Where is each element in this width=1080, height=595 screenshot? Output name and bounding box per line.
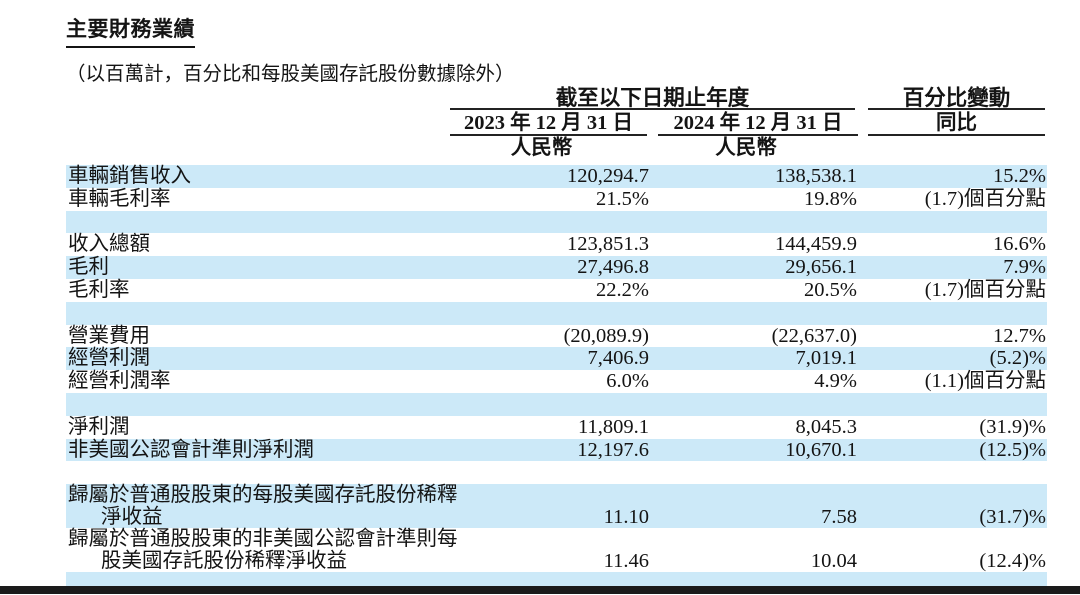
table-row xyxy=(66,210,1047,234)
header-gap xyxy=(647,111,658,136)
value-2024: 4.9% xyxy=(814,370,857,393)
row-label: 車輛毛利率 xyxy=(68,187,171,210)
header-currency-row: 人民幣 人民幣 xyxy=(66,137,1047,161)
header-currency-2023: 人民幣 xyxy=(510,137,573,159)
value-2024: 10.04 xyxy=(810,550,857,573)
table-row: 毛利率 22.2% 20.5% (1.7)個百分點 xyxy=(66,279,1047,302)
value-2023: 22.2% xyxy=(596,278,649,301)
units-note: （以百萬計，百分比和每股美國存託股份數據除外） xyxy=(66,64,515,85)
table-row: 非美國公認會計準則淨利潤 12,197.6 10,670.1 (12.5)% xyxy=(66,438,1047,462)
row-label: 經營利潤 xyxy=(68,347,150,370)
value-yoy: 7.9% xyxy=(1003,256,1046,279)
header-group-row: 截至以下日期止年度 百分比變動 xyxy=(66,86,1047,110)
header-pct-change-group: 百分比變動 xyxy=(868,86,1045,110)
row-label: 歸屬於普通股股東的非美國公認會計準則每 股美國存託股份稀釋淨收益 xyxy=(68,528,458,573)
screen-bottom-edge-bar xyxy=(0,586,1080,594)
table-row: 收入總額 123,851.3 144,459.9 16.6% xyxy=(66,233,1047,256)
value-2024: 144,459.9 xyxy=(775,233,857,256)
value-yoy: (12.4)% xyxy=(979,550,1046,573)
table-row: 車輛毛利率 21.5% 19.8% (1.7)個百分點 xyxy=(66,188,1047,211)
table-body: 車輛銷售收入 120,294.7 138,538.1 15.2% 車輛毛利率 2… xyxy=(66,165,1047,587)
table-header: 截至以下日期止年度 百分比變動 2023 年 12 月 31 日 2024 年 … xyxy=(66,86,1047,161)
value-yoy: (1.1)個百分點 xyxy=(924,370,1046,393)
header-gap xyxy=(855,86,868,110)
value-2024: 29,656.1 xyxy=(785,256,857,279)
page-title: 主要財務業績 xyxy=(66,13,195,48)
table-row: 車輛銷售收入 120,294.7 138,538.1 15.2% xyxy=(66,165,1047,188)
value-yoy: (31.7)% xyxy=(979,506,1046,529)
row-label: 歸屬於普通股股東的每股美國存託股份稀釋 淨收益 xyxy=(68,484,458,529)
value-2023: 11.46 xyxy=(603,550,649,573)
table-row xyxy=(66,461,1047,484)
value-2024: 138,538.1 xyxy=(775,165,857,187)
value-2024: 19.8% xyxy=(804,187,857,210)
value-2023: 120,294.7 xyxy=(567,165,649,187)
row-label: 毛利 xyxy=(68,256,109,279)
value-2023: 12,197.6 xyxy=(577,438,649,461)
value-yoy: (1.7)個百分點 xyxy=(924,187,1046,210)
table-row: 營業費用 (20,089.9) (22,637.0) 12.7% xyxy=(66,325,1047,348)
value-yoy: (31.9)% xyxy=(979,415,1046,438)
row-label: 毛利率 xyxy=(68,278,130,301)
value-yoy: 12.7% xyxy=(993,324,1046,347)
table-row: 毛利 27,496.8 29,656.1 7.9% xyxy=(66,256,1047,279)
table-row: 歸屬於普通股股東的每股美國存託股份稀釋 淨收益 11.10 7.58 (31.7)… xyxy=(66,484,1047,529)
table-row xyxy=(66,301,1047,325)
value-2023: 6.0% xyxy=(606,370,649,393)
table-row: 經營利潤率 6.0% 4.9% (1.1)個百分點 xyxy=(66,370,1047,393)
value-2023: 11.10 xyxy=(603,506,649,529)
header-period-group: 截至以下日期止年度 xyxy=(450,86,855,110)
value-2023: 7,406.9 xyxy=(587,347,650,370)
value-2024: 10,670.1 xyxy=(785,438,857,461)
header-date-row: 2023 年 12 月 31 日 2024 年 12 月 31 日 同比 xyxy=(66,111,1047,136)
table-row xyxy=(66,392,1047,416)
value-yoy: (12.5)% xyxy=(979,438,1046,461)
value-2024: 20.5% xyxy=(804,278,857,301)
header-gap xyxy=(858,111,868,136)
row-label: 經營利潤率 xyxy=(68,370,171,393)
value-2024: 7,019.1 xyxy=(795,347,858,370)
row-label: 營業費用 xyxy=(68,324,150,347)
header-date-2024: 2024 年 12 月 31 日 xyxy=(658,111,858,136)
table-row xyxy=(66,572,1047,587)
value-2023: 123,851.3 xyxy=(567,233,649,256)
value-2023: 11,809.1 xyxy=(578,415,649,438)
value-2024: (22,637.0) xyxy=(771,324,857,347)
table-row: 淨利潤 11,809.1 8,045.3 (31.9)% xyxy=(66,416,1047,439)
value-yoy: (1.7)個百分點 xyxy=(924,278,1046,301)
header-spacer xyxy=(66,111,450,136)
value-yoy: 15.2% xyxy=(993,165,1046,187)
table-row: 歸屬於普通股股東的非美國公認會計準則每 股美國存託股份稀釋淨收益 11.46 10… xyxy=(66,528,1047,572)
row-label: 非美國公認會計準則淨利潤 xyxy=(68,438,314,461)
row-label: 車輛銷售收入 xyxy=(68,165,191,187)
value-yoy: (5.2)% xyxy=(989,347,1046,370)
value-2023: 27,496.8 xyxy=(577,256,649,279)
header-spacer xyxy=(66,137,450,161)
header-yoy: 同比 xyxy=(868,111,1045,136)
value-2024: 7.58 xyxy=(821,506,857,529)
value-yoy: 16.6% xyxy=(993,233,1046,256)
table-row: 經營利潤 7,406.9 7,019.1 (5.2)% xyxy=(66,347,1047,371)
header-currency-2024: 人民幣 xyxy=(715,137,777,159)
header-spacer xyxy=(66,86,450,110)
row-label: 淨利潤 xyxy=(68,415,130,438)
value-2023: (20,089.9) xyxy=(563,324,649,347)
value-2023: 21.5% xyxy=(596,187,649,210)
header-date-2023: 2023 年 12 月 31 日 xyxy=(450,111,647,136)
value-2024: 8,045.3 xyxy=(795,415,858,438)
header-gap xyxy=(647,137,658,161)
row-label: 收入總額 xyxy=(68,233,150,256)
